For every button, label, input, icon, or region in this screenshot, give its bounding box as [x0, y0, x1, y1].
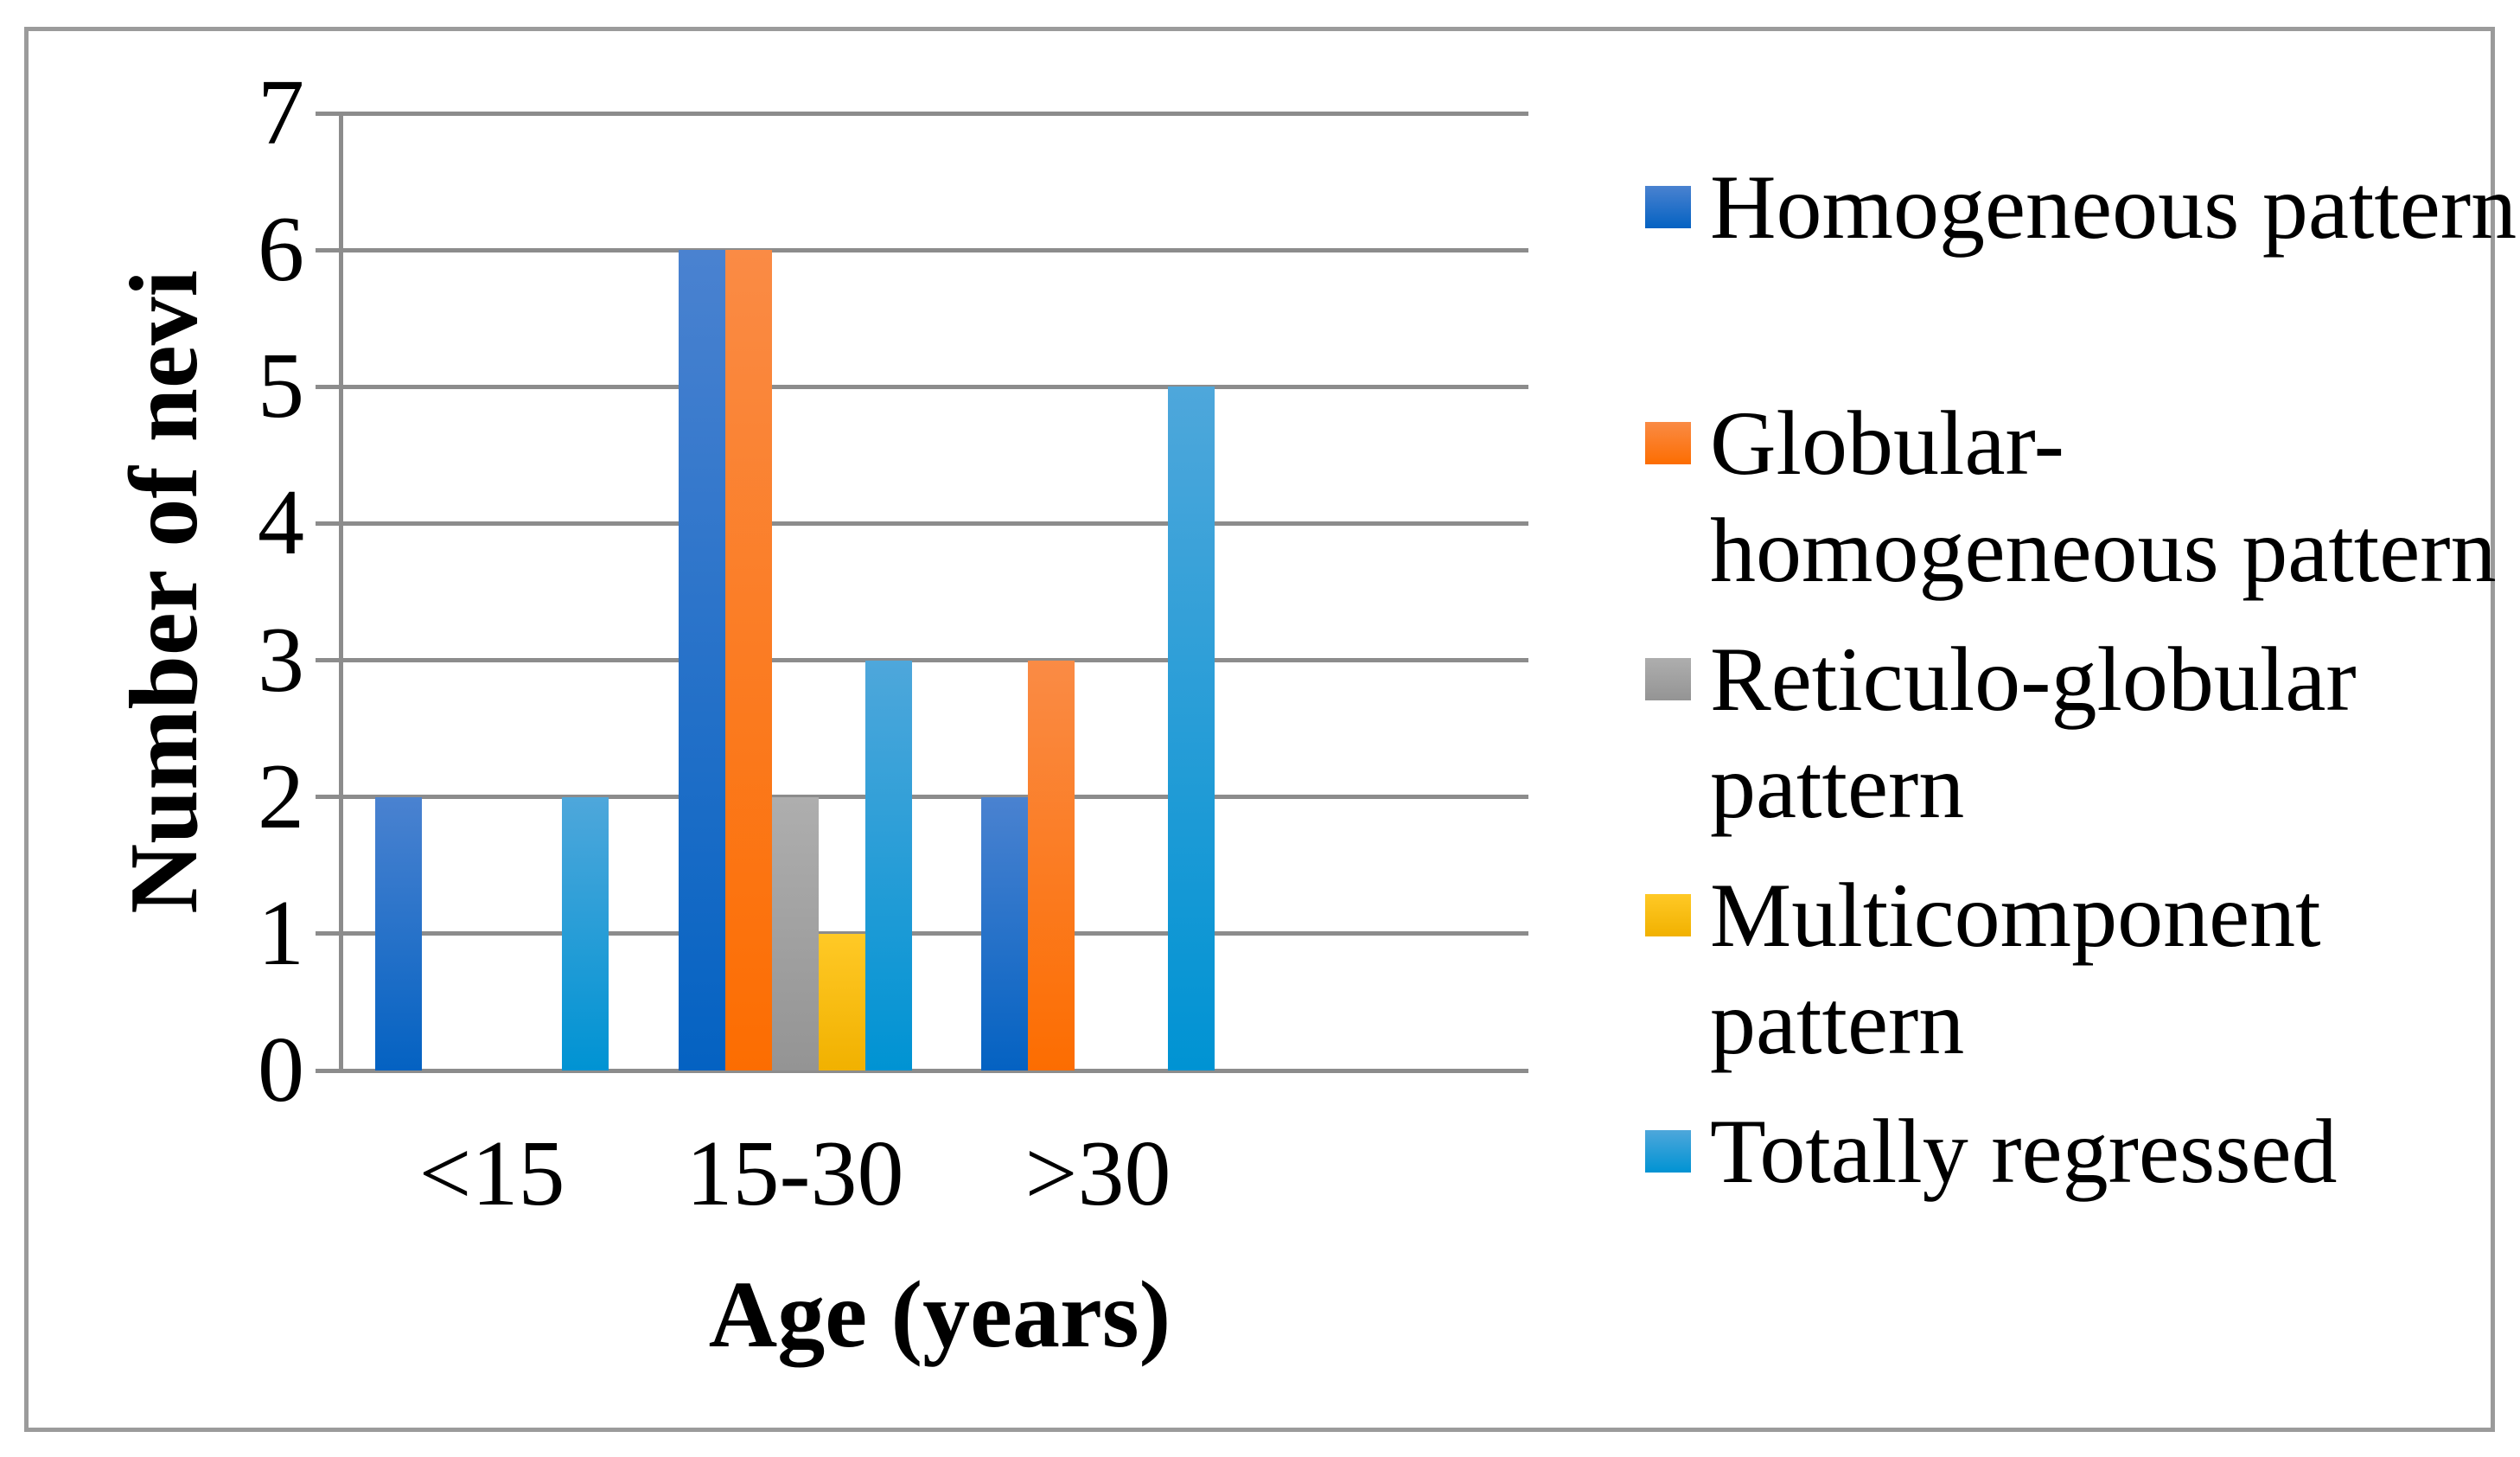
- legend-entry-multicomponent-pattern: Multicomponent pattern: [1645, 862, 2321, 1077]
- x-tick-label-1530: 15-30: [686, 1122, 904, 1225]
- bar-homogeneous-pattern-1530: [678, 250, 725, 1070]
- bar-globular-homogeneous-pattern-30: [1028, 660, 1075, 1070]
- bar-multicomponent-pattern-1530: [818, 933, 865, 1070]
- y-tick-label-3: 3: [258, 608, 304, 712]
- legend-label: Multicomponent pattern: [1710, 862, 2321, 1077]
- x-tick-label-30: >30: [1024, 1122, 1171, 1225]
- y-axis-tick-1: [316, 931, 343, 936]
- y-tick-label-2: 2: [258, 744, 304, 848]
- legend-swatch-icon: [1645, 1130, 1691, 1173]
- figure-border: [24, 27, 2495, 1432]
- legend-swatch-icon: [1645, 894, 1691, 936]
- gridline-y-6: [343, 247, 1528, 252]
- bar-totally-regressed-1530: [864, 660, 912, 1070]
- bar-totally-regressed-15: [562, 796, 609, 1070]
- gridline-y-2: [343, 795, 1528, 800]
- legend-label-line: pattern: [1710, 736, 1965, 837]
- legend-label: Globular-homogeneous pattern: [1710, 390, 2497, 604]
- legend-entry-totally-regressed: Totally regressed: [1645, 1098, 2338, 1205]
- y-axis-tick-6: [316, 247, 343, 252]
- plot-area: [316, 111, 1528, 1073]
- gridline-y-0: [343, 1068, 1528, 1073]
- y-axis-tick-0: [316, 1068, 343, 1073]
- legend-label-line: Multicomponent: [1710, 865, 2321, 966]
- legend-label: Reticulo-globular pattern: [1710, 626, 2357, 840]
- legend-swatch-icon: [1645, 186, 1691, 228]
- y-axis-line: [339, 112, 343, 1073]
- legend-label-line: Totally regressed: [1710, 1101, 2338, 1202]
- y-tick-label-1: 1: [258, 881, 304, 985]
- gridline-y-5: [343, 384, 1528, 389]
- bar-totally-regressed-30: [1168, 387, 1215, 1070]
- legend-swatch-icon: [1645, 422, 1691, 464]
- y-axis-tick-7: [316, 111, 343, 116]
- bar-globular-homogeneous-pattern-1530: [724, 250, 772, 1070]
- legend-entry-homogeneous-pattern: Homogeneous pattern: [1645, 154, 2517, 261]
- gridline-y-4: [343, 521, 1528, 526]
- x-tick-label-15: <15: [418, 1122, 565, 1225]
- bar-homogeneous-pattern-30: [981, 796, 1028, 1070]
- y-axis-tick-3: [316, 658, 343, 663]
- bar-homogeneous-pattern-15: [375, 796, 422, 1070]
- legend-label-line: homogeneous pattern: [1710, 500, 2497, 601]
- legend-label: Totally regressed: [1710, 1098, 2338, 1205]
- y-axis-tick-2: [316, 795, 343, 800]
- legend-entry-globular-homogeneous-pattern: Globular-homogeneous pattern: [1645, 390, 2497, 604]
- legend-label-line: Homogeneous pattern: [1710, 157, 2517, 258]
- x-axis-title: Age (years): [708, 1262, 1171, 1367]
- y-tick-label-7: 7: [258, 61, 304, 164]
- gridline-y-1: [343, 931, 1528, 936]
- legend-label: Homogeneous pattern: [1710, 154, 2517, 261]
- bar-reticulo-globular-pattern-1530: [771, 796, 819, 1070]
- y-tick-label-6: 6: [258, 198, 304, 302]
- y-axis-tick-5: [316, 384, 343, 389]
- y-tick-label-5: 5: [258, 335, 304, 438]
- legend-label-line: pattern: [1710, 972, 1965, 1073]
- gridline-y-7: [343, 111, 1528, 116]
- legend-entry-reticulo-globular-pattern: Reticulo-globular pattern: [1645, 626, 2357, 840]
- legend-swatch-icon: [1645, 658, 1691, 700]
- y-axis-tick-4: [316, 521, 343, 526]
- legend-label-line: Globular-: [1710, 393, 2064, 494]
- y-tick-label-0: 0: [258, 1019, 304, 1122]
- y-tick-label-4: 4: [258, 471, 304, 575]
- legend-label-line: Reticulo-globular: [1710, 629, 2357, 730]
- gridline-y-3: [343, 658, 1528, 663]
